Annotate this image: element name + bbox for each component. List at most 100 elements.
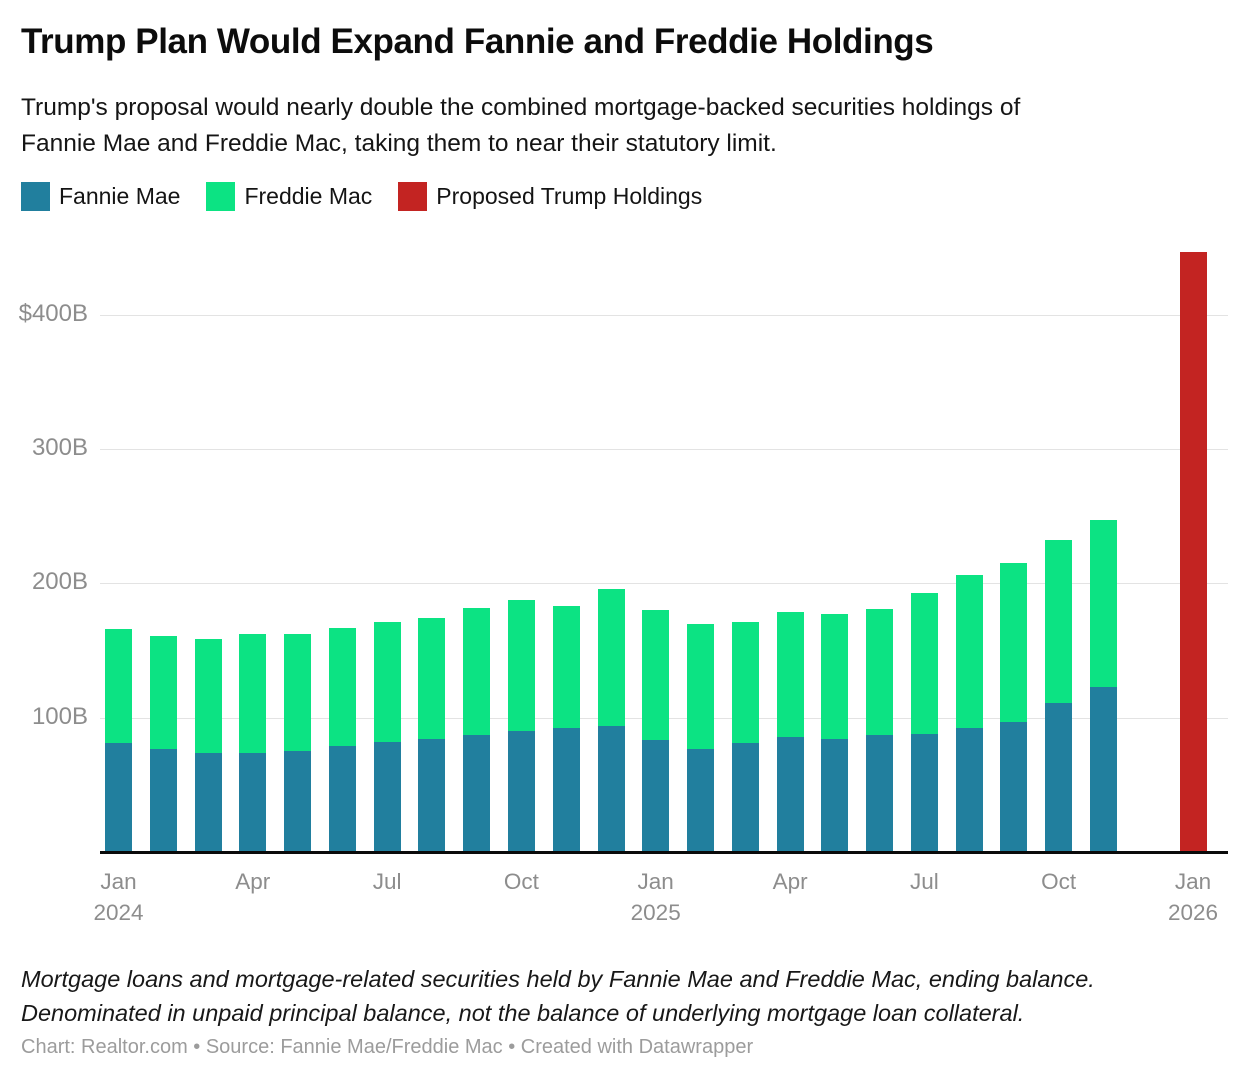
y-tick-label: 200B	[31, 568, 88, 596]
bar-segment-fannie-mae[interactable]	[328, 745, 356, 852]
x-tick-month: Apr	[235, 869, 271, 894]
bar-segment-freddie-mac[interactable]	[463, 607, 491, 736]
bar-segment-fannie-mae[interactable]	[463, 735, 491, 852]
x-tick-month: Oct	[1041, 869, 1077, 894]
bar-segment-fannie-mae[interactable]	[597, 725, 625, 852]
bar-segment-freddie-mac[interactable]	[776, 611, 804, 737]
bar-segment-fannie-mae[interactable]	[1089, 686, 1117, 852]
stacked-bar-mar-2024[interactable]	[194, 638, 222, 852]
credit-line: Chart: Realtor.com • Source: Fannie Mae/…	[21, 1036, 754, 1058]
y-tick-label: 300B	[31, 434, 88, 462]
bar-segment-fannie-mae[interactable]	[373, 741, 401, 852]
stacked-bar-mar-2025[interactable]	[731, 622, 759, 852]
bar-segment-fannie-mae[interactable]	[284, 751, 312, 852]
bar-segment-freddie-mac[interactable]	[1045, 540, 1073, 703]
stacked-bar-feb-2024[interactable]	[149, 635, 177, 852]
stacked-bar-feb-2025[interactable]	[687, 623, 714, 852]
stacked-bar-dec-2024[interactable]	[597, 588, 625, 852]
bar-segment-freddie-mac[interactable]	[910, 592, 938, 734]
stacked-bar-jun-2024[interactable]	[328, 627, 356, 852]
bar-segment-freddie-mac[interactable]	[239, 633, 267, 753]
stacked-bar-jul-2024[interactable]	[373, 622, 401, 852]
proposed-trump-holdings-swatch	[398, 182, 428, 211]
bar-segment-freddie-mac[interactable]	[418, 618, 446, 740]
chart-subtitle: Trump's proposal would nearly double the…	[21, 90, 1201, 162]
y-tick-label: $400B	[18, 299, 88, 327]
bar-segment-freddie-mac[interactable]	[328, 627, 356, 746]
stacked-bar-aug-2025[interactable]	[955, 575, 983, 852]
legend-label: Proposed Trump Holdings	[436, 183, 703, 209]
bar-segment-fannie-mae[interactable]	[821, 739, 849, 852]
fannie-mae-swatch	[21, 182, 50, 211]
x-tick-month: Jan	[637, 869, 674, 894]
bar-segment-freddie-mac[interactable]	[552, 605, 580, 729]
bar-segment-fannie-mae[interactable]	[239, 752, 267, 852]
bar-segment-fannie-mae[interactable]	[149, 749, 177, 852]
bar-segment-fannie-mae[interactable]	[105, 742, 132, 852]
stacked-bar-oct-2024[interactable]	[507, 599, 535, 853]
bar-segment-freddie-mac[interactable]	[284, 634, 312, 752]
stacked-bar-jul-2025[interactable]	[910, 592, 938, 852]
x-tick-year: 2026	[1167, 900, 1219, 925]
x-tick-label-oct: Oct	[999, 866, 1119, 897]
bar-segment-freddie-mac[interactable]	[149, 635, 177, 750]
subtitle-line-1: Trump's proposal would nearly double the…	[21, 94, 1021, 121]
x-tick-label-jul: Jul	[864, 866, 984, 897]
bar-segment-fannie-mae[interactable]	[1045, 702, 1073, 852]
stacked-bar-aug-2024[interactable]	[418, 618, 446, 852]
stacked-bar-apr-2024[interactable]	[239, 633, 267, 852]
x-tick-month: Jul	[910, 869, 939, 894]
bar-segment-fannie-mae[interactable]	[1000, 721, 1028, 852]
bar-segment-fannie-mae[interactable]	[552, 728, 580, 852]
stacked-bar-oct-2025[interactable]	[1045, 540, 1073, 852]
x-tick-label-jul: Jul	[327, 866, 447, 897]
bar-segment-fannie-mae[interactable]	[194, 752, 222, 852]
bar-proposed-trump-holdings[interactable]	[1179, 251, 1207, 852]
x-tick-month: Jan	[1174, 869, 1212, 894]
x-tick-label-oct: Oct	[461, 866, 581, 897]
x-tick-label-jan-2025: Jan 2025	[596, 866, 716, 928]
bar-segment-freddie-mac[interactable]	[821, 614, 849, 740]
bar-segment-fannie-mae[interactable]	[642, 739, 670, 852]
note-line-1: Mortgage loans and mortgage-related secu…	[21, 966, 1095, 992]
bar-segment-fannie-mae[interactable]	[507, 731, 535, 852]
gridline-300B	[100, 449, 1228, 451]
legend-label: Fannie Mae	[59, 183, 181, 209]
bar-segment-freddie-mac[interactable]	[373, 622, 401, 742]
plot-area	[100, 240, 1228, 852]
x-tick-year: 2024	[93, 900, 144, 925]
stacked-bar-jun-2025[interactable]	[866, 608, 894, 852]
bar-segment-freddie-mac[interactable]	[642, 610, 670, 740]
bar-segment-freddie-mac[interactable]	[194, 638, 222, 753]
x-tick-label-apr: Apr	[730, 866, 850, 897]
bar-segment-freddie-mac[interactable]	[866, 608, 894, 736]
bar-segment-fannie-mae[interactable]	[776, 736, 804, 852]
stacked-bar-may-2024[interactable]	[284, 634, 312, 852]
stacked-bar-apr-2025[interactable]	[776, 611, 804, 852]
bar-segment-freddie-mac[interactable]	[507, 599, 535, 732]
bar-segment-fannie-mae[interactable]	[910, 733, 938, 852]
y-tick-label: 100B	[31, 702, 88, 730]
bar-segment-freddie-mac[interactable]	[955, 575, 983, 729]
stacked-bar-nov-2024[interactable]	[552, 605, 580, 852]
stacked-bar-sep-2025[interactable]	[1000, 563, 1028, 852]
bar-segment-freddie-mac[interactable]	[105, 629, 132, 743]
stacked-bar-may-2025[interactable]	[821, 614, 849, 852]
bar-segment-fannie-mae[interactable]	[866, 735, 894, 852]
bar-segment-fannie-mae[interactable]	[687, 748, 714, 852]
bar-segment-fannie-mae[interactable]	[955, 728, 983, 852]
stacked-bar-jan-2025[interactable]	[642, 610, 670, 852]
bar-segment-freddie-mac[interactable]	[597, 588, 625, 726]
stacked-bar-jan-2024[interactable]	[105, 629, 132, 852]
bar-segment-freddie-mac[interactable]	[1000, 563, 1028, 722]
x-tick-label-apr: Apr	[193, 866, 313, 897]
bar-segment-freddie-mac[interactable]	[731, 622, 759, 744]
bar-segment-fannie-mae[interactable]	[731, 743, 759, 852]
gridline-200B	[100, 583, 1228, 585]
stacked-bar-sep-2024[interactable]	[463, 607, 491, 852]
bar-segment-freddie-mac[interactable]	[687, 623, 714, 749]
bar-segment-fannie-mae[interactable]	[418, 739, 446, 852]
bar-segment-freddie-mac[interactable]	[1089, 520, 1117, 687]
stacked-bar-nov-2025[interactable]	[1089, 520, 1117, 852]
x-tick-month: Apr	[772, 869, 808, 894]
